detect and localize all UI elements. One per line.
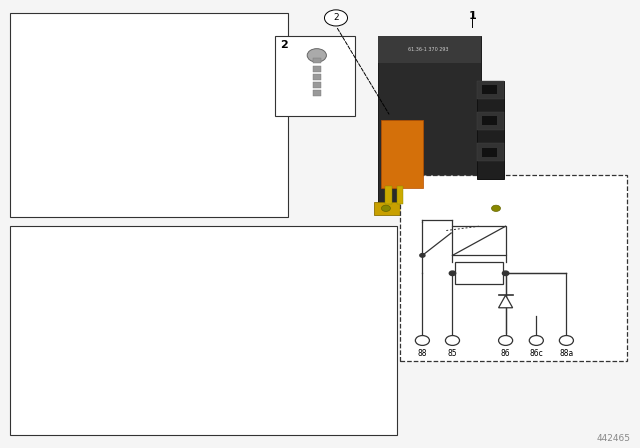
Circle shape (502, 271, 509, 276)
Bar (10, 226, 397, 435)
Bar (313, 66, 321, 72)
Circle shape (449, 271, 456, 276)
Circle shape (492, 205, 500, 211)
Text: 86: 86 (500, 349, 511, 358)
Text: 2: 2 (280, 40, 288, 50)
Bar (378, 36, 481, 63)
Circle shape (324, 10, 348, 26)
Bar (313, 74, 321, 80)
Bar (482, 148, 497, 157)
Circle shape (381, 205, 390, 211)
Bar (275, 36, 355, 116)
Bar (455, 262, 503, 284)
Bar (10, 13, 288, 217)
Circle shape (415, 336, 429, 345)
Bar (313, 58, 321, 64)
Bar (378, 36, 481, 204)
Circle shape (445, 336, 460, 345)
Text: 86c: 86c (529, 349, 543, 358)
Circle shape (420, 254, 425, 257)
Bar (482, 116, 497, 125)
Bar (477, 143, 504, 161)
Circle shape (529, 336, 543, 345)
Bar (400, 175, 627, 361)
Polygon shape (499, 295, 513, 308)
Bar (452, 226, 506, 255)
Bar (482, 85, 497, 94)
Text: 88: 88 (418, 349, 427, 358)
Bar (313, 90, 321, 96)
Text: 85: 85 (447, 349, 458, 358)
Bar (397, 186, 403, 204)
Text: 88a: 88a (559, 349, 573, 358)
Text: 61.36-1 370 293: 61.36-1 370 293 (408, 47, 449, 52)
Bar (385, 186, 392, 204)
Bar (477, 81, 504, 99)
Text: 442465: 442465 (596, 434, 630, 443)
Circle shape (307, 49, 326, 62)
Bar (477, 81, 504, 179)
Text: 1: 1 (468, 11, 476, 21)
Bar (381, 120, 424, 188)
Text: 2: 2 (333, 13, 339, 22)
Bar (374, 202, 509, 215)
Circle shape (499, 336, 513, 345)
Bar (313, 82, 321, 88)
Circle shape (559, 336, 573, 345)
Bar (477, 112, 504, 130)
